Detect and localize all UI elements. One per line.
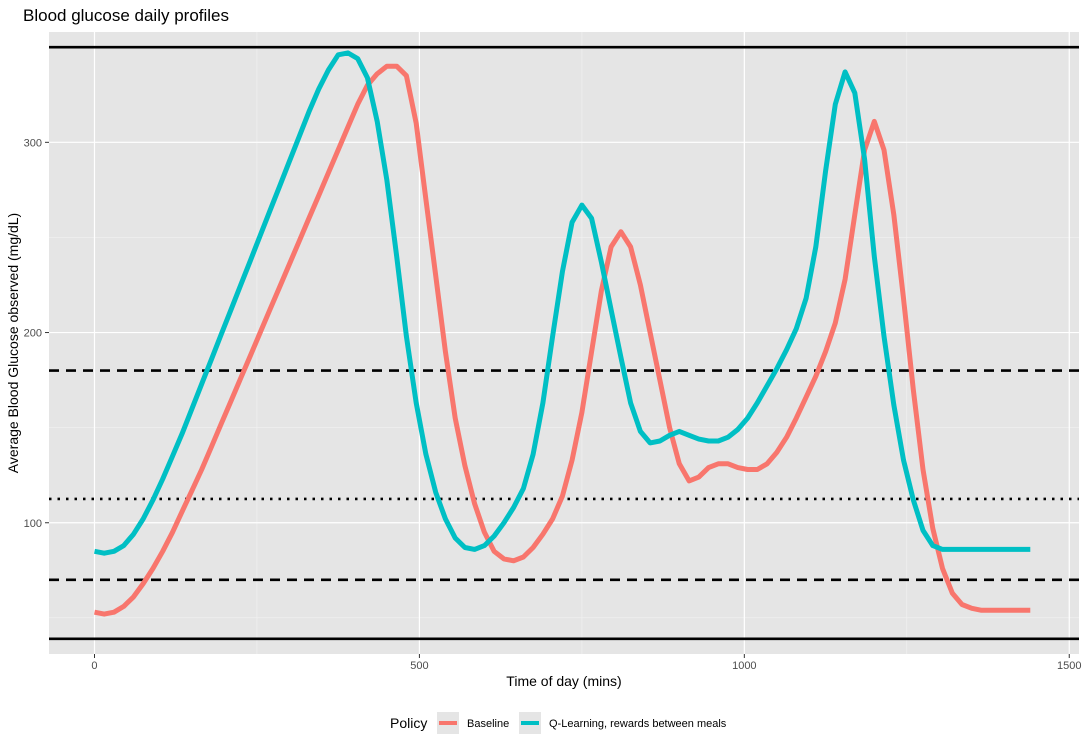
y-axis-title: Average Blood Glucose observed (mg/dL)	[5, 213, 21, 473]
chart-title: Blood glucose daily profiles	[23, 6, 229, 25]
x-tick-label: 1000	[732, 660, 756, 672]
series-line-qlearning	[94, 50, 1031, 556]
x-tick-label: 0	[91, 660, 97, 672]
legend-item-baseline: Baseline	[437, 712, 509, 734]
legend-label-qlearning: Q-Learning, rewards between meals	[549, 718, 727, 730]
x-axis-title: Time of day (mins)	[506, 673, 621, 689]
x-tick-label: 1500	[1057, 660, 1081, 672]
axis-ticks: 100 200 300 0 500 1000 1500	[24, 137, 1082, 672]
y-tick-label: 100	[24, 518, 42, 530]
y-tick-label: 200	[24, 328, 42, 340]
legend: Policy Baseline Q-Learning, rewards betw…	[390, 712, 727, 734]
series-lines	[94, 50, 1031, 617]
y-tick-label: 300	[24, 137, 42, 149]
x-tick-label: 500	[410, 660, 428, 672]
plot-panel	[49, 32, 1079, 654]
legend-title: Policy	[390, 715, 427, 731]
legend-item-qlearning: Q-Learning, rewards between meals	[519, 712, 727, 734]
series-line-baseline	[94, 63, 1031, 617]
legend-label-baseline: Baseline	[467, 718, 509, 730]
reference-lines	[49, 45, 1079, 641]
